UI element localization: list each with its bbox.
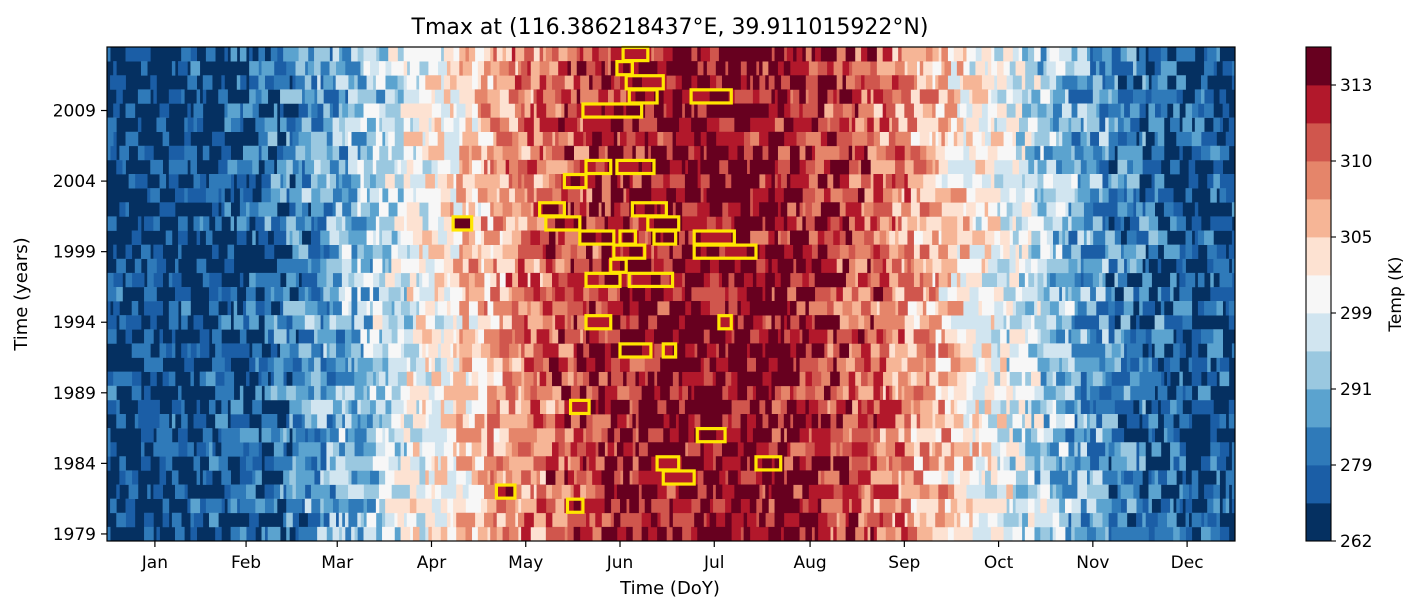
heatwave-box	[578, 229, 616, 246]
colorbar-tick-label: 262	[1340, 532, 1372, 552]
heatwave-box	[612, 243, 647, 260]
heatwave-box	[661, 342, 678, 359]
heatwave-box	[544, 215, 582, 232]
colorbar-frame	[1305, 46, 1332, 542]
heatmap-band-12	[453, 47, 884, 542]
heatmap-band-2	[107, 47, 1236, 542]
heatwave-box	[692, 243, 758, 260]
heatwave-box	[581, 102, 644, 119]
chart-title: Tmax at (116.386218437°E, 39.911015922°N…	[411, 15, 929, 40]
colorbar-segment	[1306, 199, 1331, 238]
colorbar-tick-label: 291	[1340, 380, 1372, 400]
x-tick-label: Jan	[141, 553, 168, 573]
heatwave-box	[584, 314, 613, 331]
colorbar-tick-label: 305	[1340, 228, 1372, 248]
x-tick-label: Apr	[417, 553, 446, 573]
y-axis-label: Time (years)	[11, 237, 32, 351]
x-tick-label: Oct	[984, 553, 1014, 573]
heatmap-band-1	[107, 47, 1236, 542]
colorbar-segment	[1306, 465, 1331, 504]
heatwave-box	[451, 215, 474, 232]
x-axis: Jan Feb Mar Apr May Jun Jul Aug Sep Oct Nov Dec	[141, 541, 1204, 573]
heatwave-box	[689, 88, 733, 105]
heatmap-band-5	[301, 47, 1109, 542]
y-tick-label: 1979	[53, 525, 96, 545]
colorbar-label: Temp (K)	[1386, 256, 1405, 332]
colorbar-segment	[1306, 427, 1331, 466]
colorbar-segment	[1306, 503, 1331, 542]
x-tick-label: Jul	[703, 553, 725, 573]
heatwave-box	[615, 158, 656, 176]
x-tick-label: Sep	[888, 553, 920, 573]
heatwave-box	[652, 229, 678, 246]
colorbar-tick-label: 313	[1340, 76, 1372, 96]
heatwave-box	[661, 469, 696, 486]
x-tick-label: Dec	[1171, 553, 1204, 573]
heatwave-highlights	[451, 45, 783, 514]
y-tick-label: 2009	[53, 102, 96, 122]
x-tick-label: Aug	[793, 553, 826, 573]
colorbar-segment	[1306, 351, 1331, 390]
heatmap-band-0	[107, 47, 1236, 542]
colorbar-tick-label: 299	[1340, 304, 1372, 324]
heatmap-band-7	[372, 47, 1047, 542]
y-axis: 1979 1984 1989 1994 1999 2004 2009	[53, 102, 107, 545]
y-tick-label: 1989	[53, 384, 96, 404]
colorbar-segment	[1306, 237, 1331, 276]
colorbar-segment	[1306, 389, 1331, 428]
colorbar-tick-label: 279	[1340, 456, 1372, 476]
heatmap-band-9	[450, 47, 979, 542]
colorbar-segment	[1306, 47, 1331, 86]
heatwave-box	[584, 271, 622, 289]
heatmap-cells	[107, 47, 1236, 542]
colorbar-tick-label: 310	[1340, 152, 1372, 172]
heatwave-box	[627, 271, 675, 289]
heatwave-box	[565, 497, 585, 514]
y-tick-label: 2004	[53, 172, 96, 192]
colorbar-segment	[1306, 161, 1331, 200]
heatmap-band-3	[107, 47, 1236, 542]
heatwave-box	[618, 342, 653, 359]
x-axis-label: Time (DoY)	[619, 578, 720, 599]
heatwave-box	[695, 426, 727, 444]
x-tick-label: Nov	[1076, 553, 1109, 573]
plot-frame	[106, 46, 1236, 542]
x-tick-label: Mar	[321, 553, 353, 573]
heatwave-box	[717, 314, 733, 331]
x-tick-label: Feb	[231, 553, 261, 573]
heatwave-box	[568, 398, 591, 416]
colorbar-segment	[1306, 313, 1331, 352]
heatmap-band-8	[403, 47, 1013, 542]
heatwave-box	[754, 455, 783, 472]
heatwave-box	[584, 158, 613, 176]
heatwave-box	[494, 483, 517, 500]
y-tick-label: 1994	[53, 313, 96, 333]
colorbar-segment	[1306, 85, 1331, 124]
colorbar-segment	[1306, 123, 1331, 162]
heatmap-band-6	[338, 47, 1078, 542]
heatwave-box	[562, 172, 588, 190]
x-tick-label: Jun	[606, 553, 634, 573]
y-tick-label: 1984	[53, 454, 96, 474]
heatmap-band-11	[496, 47, 911, 542]
colorbar-segment	[1306, 275, 1331, 314]
x-tick-label: May	[508, 553, 543, 573]
y-tick-label: 1999	[53, 243, 96, 263]
colorbar: 262 279 291 299 305 310 313	[1305, 46, 1372, 552]
